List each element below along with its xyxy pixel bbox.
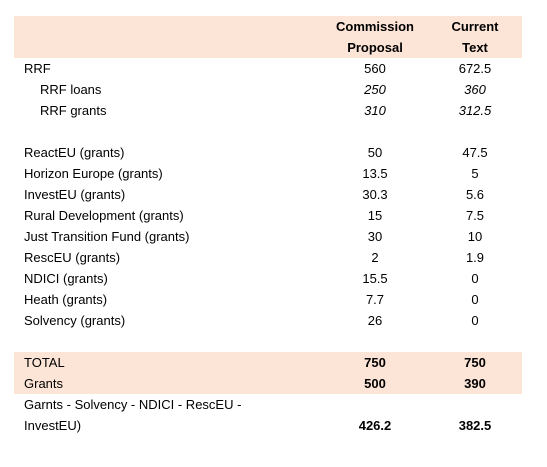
proposal-value: 15.5 — [362, 271, 388, 286]
current-value: 5.6 — [465, 187, 485, 202]
proposal-value: 426.2 — [358, 418, 392, 433]
current-value: 390 — [464, 376, 486, 391]
table-header-row: Commission Proposal Current Text — [14, 16, 522, 58]
row-label: Solvency (grants) — [24, 313, 126, 328]
table-row-total: TOTAL 750 750 — [14, 352, 522, 373]
proposal-value: 2 — [371, 250, 379, 265]
proposal-value: 30 — [367, 229, 383, 244]
proposal-value: 750 — [364, 355, 386, 370]
current-value: 10 — [467, 229, 483, 244]
table-row: RescEU (grants) 2 1.9 — [14, 247, 522, 268]
table-row-spacer — [14, 121, 522, 142]
table-row: Just Transition Fund (grants) 30 10 — [14, 226, 522, 247]
proposal-value: 30.3 — [362, 187, 388, 202]
table-row: NDICI (grants) 15.5 0 — [14, 268, 522, 289]
row-label: Just Transition Fund (grants) — [24, 229, 190, 244]
proposal-value: 50 — [367, 145, 383, 160]
row-label: Heath (grants) — [24, 292, 108, 307]
current-value: 47.5 — [462, 145, 488, 160]
row-label: RRF — [24, 61, 51, 76]
proposal-value: 310 — [364, 103, 386, 118]
row-label: RRF grants — [40, 103, 107, 118]
table-row: ReactEU (grants) 50 47.5 — [14, 142, 522, 163]
current-value: 672.5 — [458, 61, 492, 76]
proposal-value: 560 — [364, 61, 386, 76]
table-row-rrf-loans: RRF loans 250 360 — [14, 79, 522, 100]
table-row: Rural Development (grants) 15 7.5 — [14, 205, 522, 226]
row-label: Grants — [24, 376, 64, 391]
current-value: 360 — [464, 82, 486, 97]
column-header-commission-proposal: Commission Proposal — [332, 16, 418, 58]
row-label-line2: InvestEU) — [24, 418, 82, 433]
column-header-commission-line1: Commission — [335, 19, 414, 34]
table-row: Heath (grants) 7.7 0 — [14, 289, 522, 310]
table-row-spacer — [14, 331, 522, 352]
current-value: 0 — [471, 292, 479, 307]
current-value: 1.9 — [465, 250, 485, 265]
proposal-value: 250 — [364, 82, 386, 97]
table-row-rrf-grants: RRF grants 310 312.5 — [14, 100, 522, 121]
proposal-value: 13.5 — [362, 166, 388, 181]
current-value: 382.5 — [458, 418, 492, 433]
column-header-current-line2: Text — [462, 40, 488, 55]
proposal-value: 15 — [367, 208, 383, 223]
current-value: 0 — [471, 271, 479, 286]
proposal-value: 7.7 — [365, 292, 385, 307]
table-row-grants: Grants 500 390 — [14, 373, 522, 394]
current-value: 312.5 — [458, 103, 492, 118]
column-header-current-line1: Current — [451, 19, 499, 34]
column-header-current-text: Current Text — [434, 16, 516, 58]
row-label: Rural Development (grants) — [24, 208, 184, 223]
current-value: 7.5 — [465, 208, 485, 223]
table-row: InvestEU (grants) 30.3 5.6 — [14, 184, 522, 205]
row-label: RRF loans — [40, 82, 102, 97]
proposal-value: 26 — [367, 313, 383, 328]
row-label: NDICI (grants) — [24, 271, 108, 286]
row-label: TOTAL — [24, 355, 65, 370]
current-value: 0 — [471, 313, 479, 328]
row-label: RescEU (grants) — [24, 250, 121, 265]
row-label: ReactEU (grants) — [24, 145, 125, 160]
current-value: 5 — [471, 166, 479, 181]
row-label: InvestEU (grants) — [24, 187, 126, 202]
table-row-rrf: RRF 560 672.5 — [14, 58, 522, 79]
table-row: Horizon Europe (grants) 13.5 5 — [14, 163, 522, 184]
column-header-commission-line2: Proposal — [347, 40, 403, 55]
row-label: Garnts - Solvency - NDICI - RescEU - Inv… — [24, 394, 241, 436]
table-row-net-grants: Garnts - Solvency - NDICI - RescEU - Inv… — [14, 394, 522, 436]
budget-table: Commission Proposal Current Text RRF 560… — [14, 16, 522, 436]
row-label-line1: Garnts - Solvency - NDICI - RescEU - — [24, 397, 242, 412]
proposal-value: 500 — [364, 376, 386, 391]
row-label: Horizon Europe (grants) — [24, 166, 163, 181]
current-value: 750 — [464, 355, 486, 370]
table-row: Solvency (grants) 26 0 — [14, 310, 522, 331]
